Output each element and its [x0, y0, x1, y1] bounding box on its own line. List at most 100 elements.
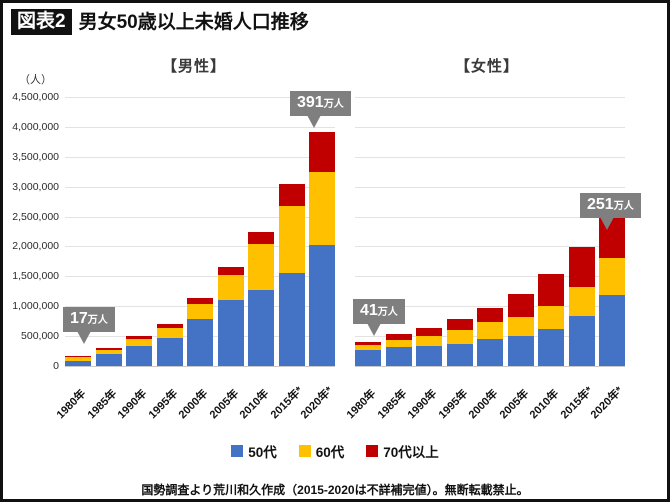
bar-segment-70dai-ijo — [309, 132, 335, 173]
bar-segment-50dai — [507, 336, 534, 366]
bar-segment-60dai — [385, 340, 412, 347]
panel-header-female: 【女性】 — [454, 58, 519, 75]
bar-segment-70dai-ijo — [568, 247, 595, 288]
bar-column — [248, 97, 274, 366]
callout-male-2020: 391万人 — [290, 91, 351, 129]
gridline — [355, 366, 625, 367]
callout-unit: 万人 — [613, 201, 634, 212]
y-axis-tick-label: 500,000 — [21, 330, 59, 343]
bar-segment-50dai — [538, 328, 564, 366]
bar-column — [568, 97, 595, 366]
bar-segment-50dai — [568, 316, 595, 366]
y-axis-unit-label: （人） — [19, 74, 52, 86]
bar-segment-50dai — [278, 273, 305, 366]
gridline — [355, 97, 625, 98]
bar-column — [95, 97, 122, 366]
bar-segment-60dai — [477, 322, 503, 339]
bar-column — [126, 97, 152, 366]
panel-header-male: 【男性】 — [161, 58, 226, 75]
bar-segment-50dai — [126, 346, 152, 366]
bar-segment-50dai — [446, 343, 473, 366]
bar-segment-50dai — [187, 319, 213, 366]
x-axis-label-cell: 2010年 — [238, 369, 274, 427]
bar-column — [156, 97, 183, 366]
y-axis-tick-label: 4,000,000 — [12, 120, 59, 133]
gridline — [355, 306, 625, 308]
legend-label: 50代 — [248, 445, 277, 460]
bar-column — [477, 97, 503, 366]
bar-segment-50dai — [355, 350, 381, 366]
bar-column — [187, 97, 213, 366]
gridline — [65, 156, 335, 158]
callout-value: 17 — [70, 310, 88, 327]
gridline — [355, 156, 625, 158]
bar-segment-70dai-ijo — [538, 273, 564, 307]
bar-segment-70dai-ijo — [278, 183, 305, 207]
bar-segment-70dai-ijo — [477, 308, 503, 323]
bar-segment-50dai — [248, 289, 274, 366]
legend-swatch-icon — [366, 445, 379, 457]
x-axis-label-cell: 1985年 — [85, 369, 122, 427]
bar-group-female — [355, 97, 625, 366]
bar-segment-60dai — [599, 258, 625, 296]
bar-segment-70dai-ijo — [156, 324, 183, 329]
bar-column — [65, 97, 91, 366]
bar-segment-70dai-ijo — [217, 267, 244, 276]
y-axis-tick-label: 1,500,000 — [12, 270, 59, 283]
x-axis-label-cell: 2015年* — [558, 369, 595, 427]
bar-segment-70dai-ijo — [507, 293, 534, 317]
bar-segment-50dai — [416, 346, 442, 366]
x-axis-label-cell: 1990年 — [406, 369, 442, 427]
y-axis-tick-label: 3,500,000 — [12, 150, 59, 163]
bar-segment-60dai — [187, 303, 213, 320]
bar-column — [507, 97, 534, 366]
legend-item[interactable]: 60代 — [298, 441, 345, 461]
bar-column — [385, 97, 412, 366]
callout-value: 251 — [587, 196, 614, 213]
bar-segment-50dai — [477, 338, 503, 366]
bar-segment-60dai — [446, 329, 473, 344]
legend-item[interactable]: 50代 — [231, 441, 277, 461]
bar-segment-70dai-ijo — [416, 327, 442, 336]
legend-swatch-icon — [298, 445, 311, 457]
bar-segment-70dai-ijo — [126, 336, 152, 340]
legend-item[interactable]: 70代以上 — [366, 441, 439, 461]
gridline — [355, 276, 625, 278]
bar-segment-60dai — [416, 335, 442, 347]
plot-area-female — [355, 97, 625, 367]
x-axis-labels-female: 1980年 1985年 1990年 1995年 2000年 2005年 2010年 2015年… — [345, 369, 626, 427]
figure-number-badge: 図表2 — [11, 9, 72, 36]
legend-swatch-icon — [231, 445, 244, 457]
legend-label: 70代以上 — [383, 445, 439, 460]
bar-column — [309, 97, 335, 366]
callout-female-2020: 251万人 — [580, 193, 641, 231]
y-axis-tick-label: 4,500,000 — [12, 91, 59, 103]
callout-value: 391 — [297, 94, 324, 111]
y-axis-tick-label: 2,500,000 — [12, 210, 59, 223]
bar-segment-70dai-ijo — [95, 348, 122, 351]
bar-segment-50dai — [385, 346, 412, 366]
bar-segment-60dai — [278, 206, 305, 274]
bar-segment-70dai-ijo — [248, 232, 274, 245]
x-axis-labels-male: 1980年 1985年 1990年 1995年 2000年 2005年 2010年 2015年… — [55, 369, 336, 427]
y-axis-tick-label: 3,000,000 — [12, 180, 59, 193]
x-axis-label-cell: 2005年 — [497, 369, 534, 427]
legend-label: 60代 — [315, 445, 345, 460]
figure-title: 図表2 男女50歳以上未婚人口推移 — [11, 9, 309, 36]
bar-segment-60dai — [95, 350, 122, 355]
gridline — [65, 246, 335, 248]
callout-male-1980: 17万人 — [63, 307, 115, 345]
y-axis-tick-labels: 4,500,000 4,000,000 3,500,000 3,000,000 2,50… — [3, 91, 59, 372]
bar-column — [416, 97, 442, 366]
bar-segment-50dai — [156, 337, 183, 366]
bar-group-male — [65, 97, 335, 366]
bar-column — [217, 97, 244, 366]
callout-value: 41 — [360, 302, 378, 319]
bar-segment-60dai — [507, 317, 534, 337]
bar-segment-60dai — [568, 287, 595, 317]
chart-legend: 50代 60代 70代以上 — [3, 441, 667, 461]
x-axis-label-cell: 1985年 — [375, 369, 412, 427]
gridline — [355, 186, 625, 188]
bar-segment-60dai — [217, 275, 244, 301]
